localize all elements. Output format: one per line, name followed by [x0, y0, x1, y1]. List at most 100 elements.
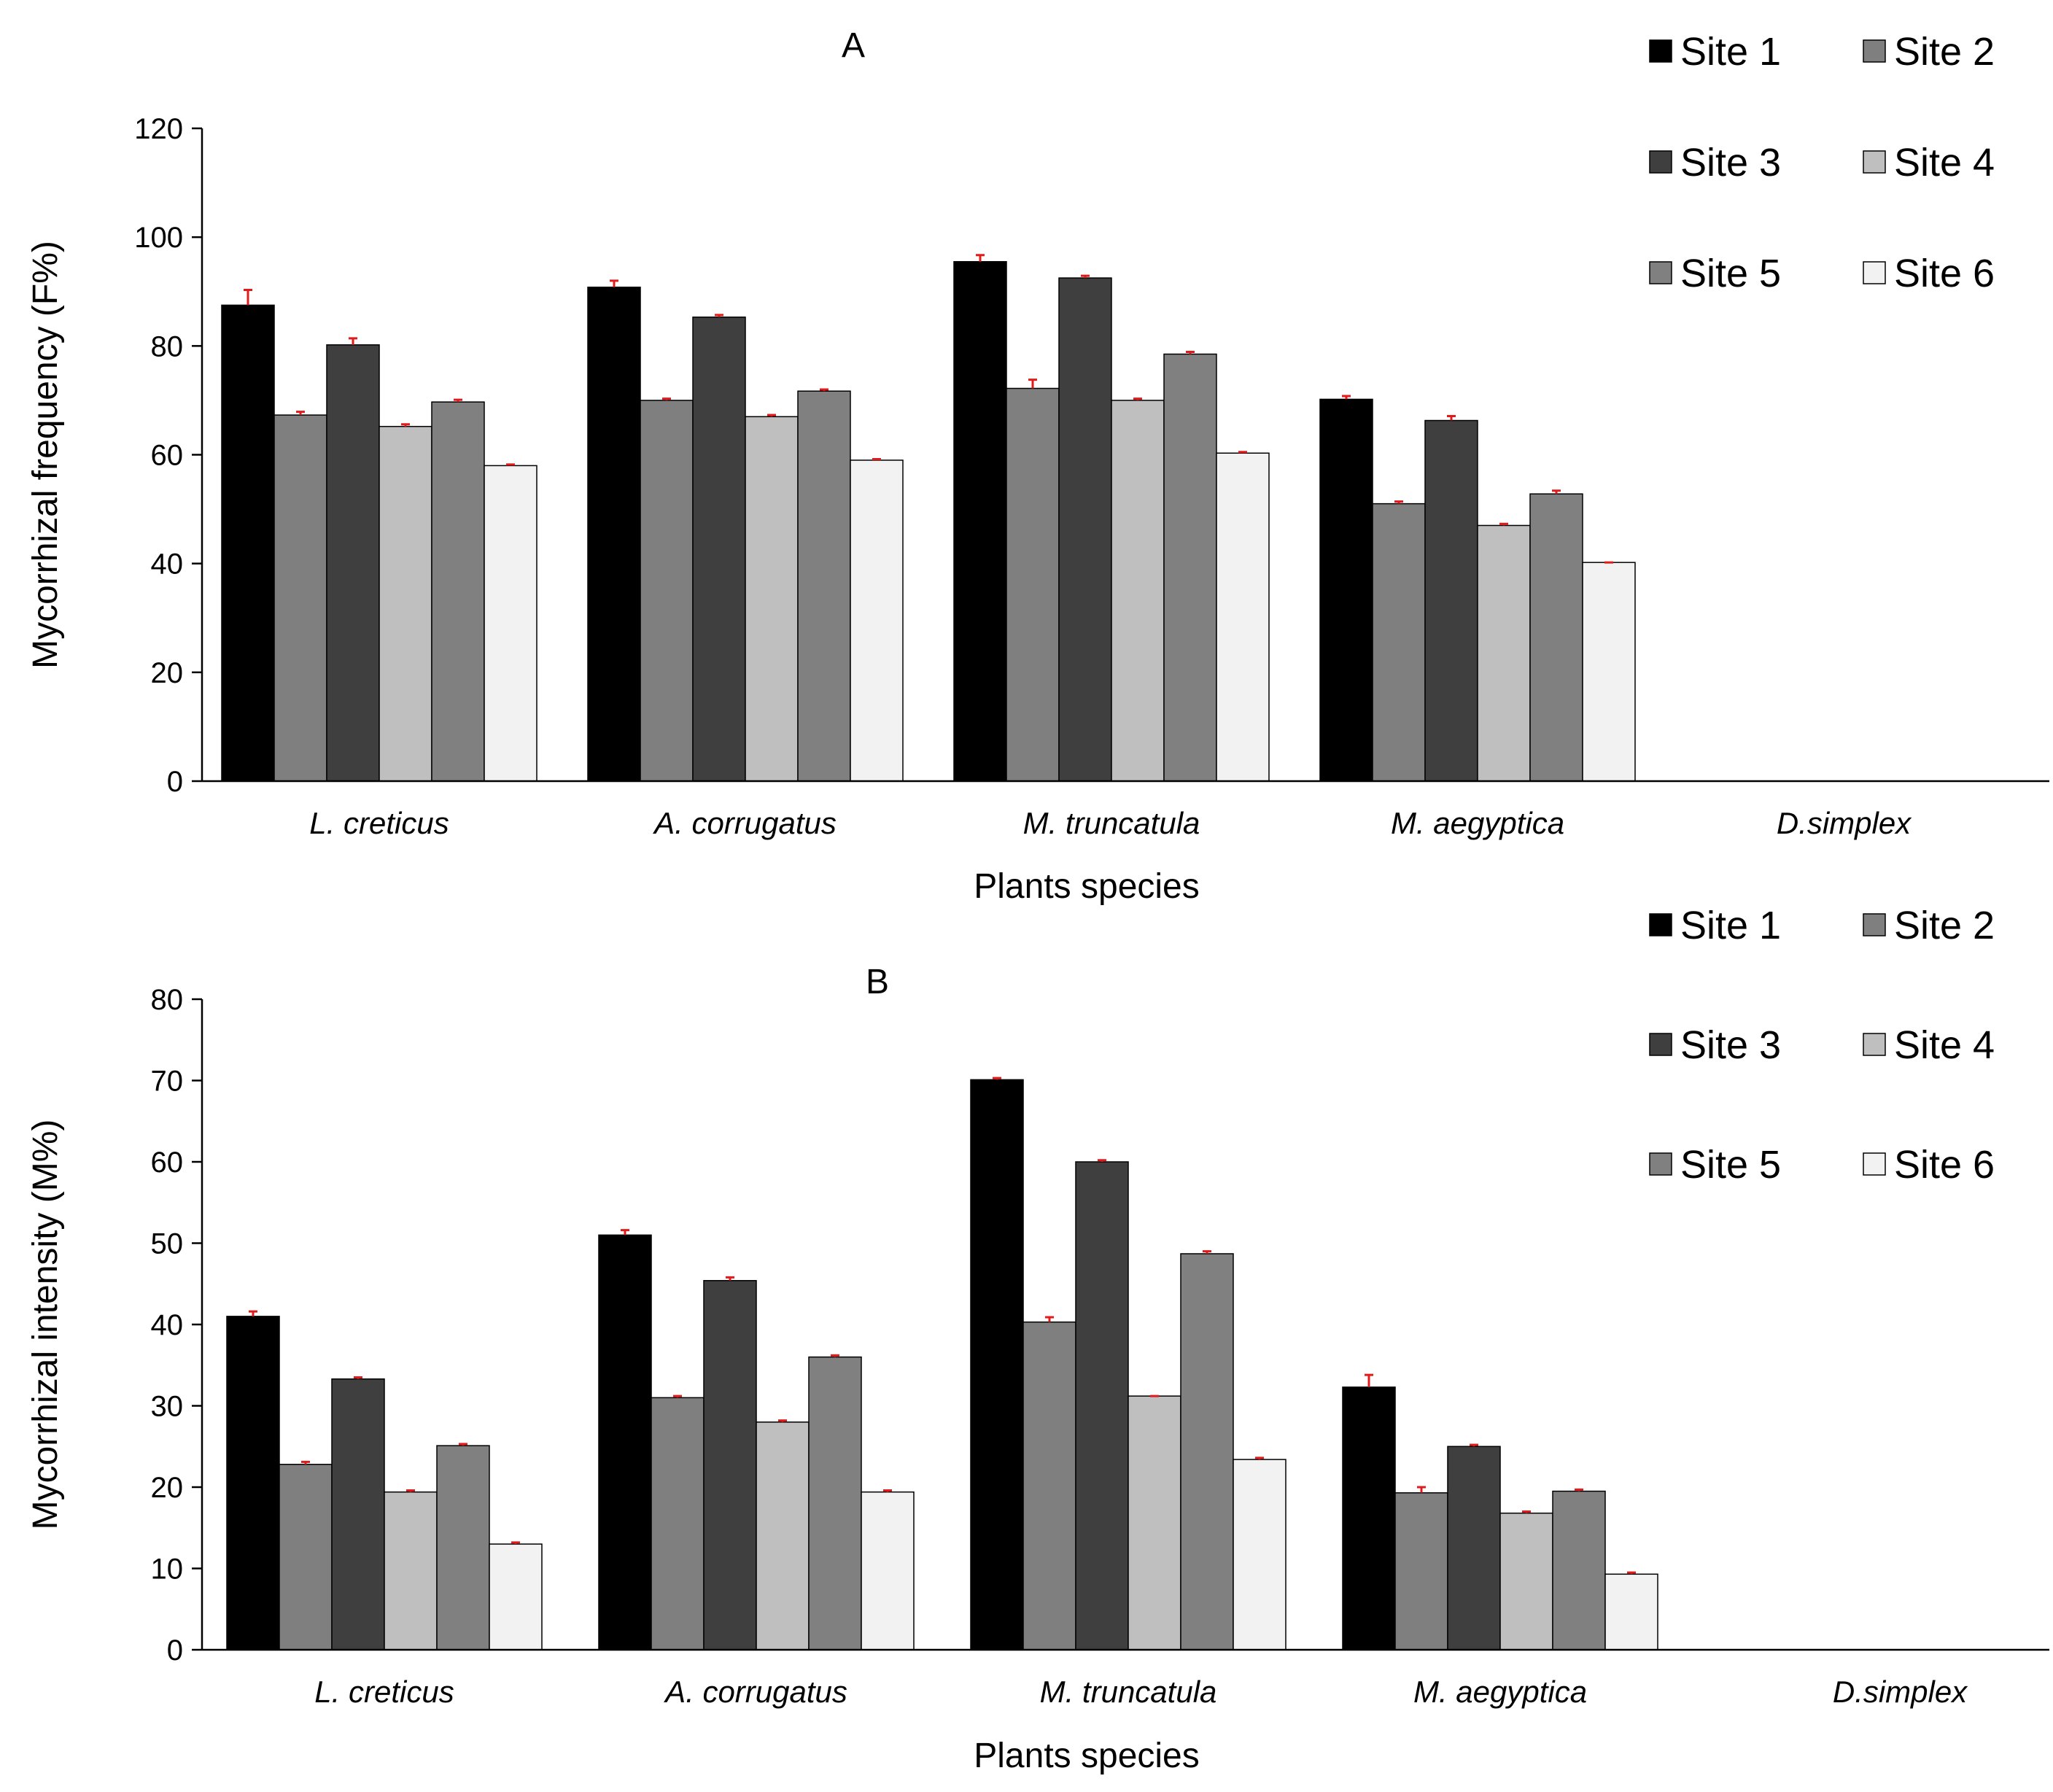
- chart-b-category-label: L. creticus: [314, 1675, 454, 1709]
- chart-a-legend-label-site-5: Site 5: [1680, 252, 1781, 295]
- chart-a-bar-site-2-m-aegyptica: [1372, 503, 1426, 782]
- chart-a-bar-site-4-m-truncatula: [1111, 400, 1165, 782]
- chart-b-error-bar-site-4-a-corrugatus: [778, 1419, 787, 1422]
- chart-a-y-tick-label: 40: [151, 548, 184, 581]
- chart-a-bar-site-3-m-aegyptica: [1424, 419, 1478, 782]
- chart-b-legend-swatch-site-2: [1863, 913, 1886, 936]
- chart-a-bar-site-2-a-corrugatus: [640, 400, 694, 782]
- chart-a-legend-swatch-site-1: [1649, 39, 1672, 63]
- chart-a-legend-swatch-site-6: [1863, 261, 1886, 284]
- chart-b-legend-swatch-site-1: [1649, 913, 1672, 936]
- chart-a-legend-label-site-2: Site 2: [1894, 30, 1995, 74]
- chart-b-error-bar-site-3-m-truncatula: [1098, 1159, 1106, 1162]
- chart-a-bar-site-2-m-truncatula: [1006, 387, 1060, 782]
- chart-a-error-bar-site-4-m-aegyptica: [1499, 522, 1508, 526]
- chart-a-legend-swatch-site-3: [1649, 150, 1672, 174]
- chart-b-error-bar-site-5-a-corrugatus: [831, 1354, 839, 1357]
- chart-b-bar-site-2-l-creticus: [279, 1464, 333, 1651]
- chart-b-y-tick-label: 50: [151, 1228, 184, 1260]
- chart-b-legend-label-site-1: Site 1: [1680, 904, 1781, 947]
- chart-b-bar-site-3-m-aegyptica: [1447, 1446, 1501, 1651]
- chart-b-error-bar-site-6-a-corrugatus: [883, 1489, 892, 1492]
- chart-a-y-tick-label: 20: [151, 657, 184, 689]
- chart-b-bar-site-5-l-creticus: [436, 1445, 490, 1651]
- chart-a-bar-site-6-m-truncatula: [1216, 452, 1270, 782]
- chart-b-legend-label-site-4: Site 4: [1894, 1023, 1995, 1067]
- chart-a-legend-label-site-4: Site 4: [1894, 141, 1995, 185]
- chart-b-error-bar-site-3-a-corrugatus: [726, 1276, 734, 1281]
- chart-a-error-bar-site-3-m-aegyptica: [1447, 415, 1456, 421]
- chart-a-error-bar-site-1-m-aegyptica: [1342, 395, 1351, 400]
- chart-b: B Mycorrhizal intensity (M%) Plants specie…: [26, 904, 2049, 1775]
- chart-a-bar-site-1-m-aegyptica: [1319, 398, 1373, 782]
- chart-b-bar-site-2-m-truncatula: [1022, 1321, 1076, 1651]
- chart-a-bar-site-4-m-aegyptica: [1477, 524, 1531, 782]
- chart-b-error-bar-site-5-l-creticus: [459, 1443, 467, 1446]
- chart-b-bar-site-6-m-truncatula: [1233, 1459, 1286, 1651]
- chart-a-y-tick-label: 80: [151, 330, 184, 362]
- chart-a-error-bar-site-5-a-corrugatus: [820, 388, 828, 392]
- chart-a-error-bar-site-3-l-creticus: [349, 337, 357, 345]
- chart-a-error-bar-site-4-m-truncatula: [1133, 397, 1142, 400]
- chart-b-category-label: M. aegyptica: [1413, 1675, 1587, 1709]
- chart-a-bar-site-2-l-creticus: [273, 414, 327, 782]
- chart-a-title: A: [842, 26, 865, 65]
- chart-a-legend-label-site-6: Site 6: [1894, 252, 1995, 295]
- chart-a-bar-site-3-l-creticus: [326, 344, 380, 782]
- chart-b-bar-site-5-m-aegyptica: [1552, 1490, 1606, 1651]
- chart-b-error-bar-site-1-m-aegyptica: [1365, 1373, 1373, 1387]
- chart-a-legend: Site 1 Site 2 Site 3 Site 4 Site 5 Site 6: [1649, 30, 1995, 295]
- chart-a-bar-site-5-m-truncatula: [1163, 353, 1217, 782]
- chart-b-bar-site-3-m-truncatula: [1075, 1161, 1129, 1651]
- chart-b-error-bar-site-5-m-truncatula: [1203, 1250, 1211, 1254]
- chart-b-legend-label-site-5: Site 5: [1680, 1143, 1781, 1187]
- chart-b-error-bar-site-1-a-corrugatus: [621, 1229, 629, 1236]
- chart-a-bar-site-6-a-corrugatus: [850, 459, 904, 782]
- chart-a-error-bar-site-2-m-truncatula: [1028, 379, 1037, 389]
- chart-a-category-label: L. creticus: [309, 806, 449, 840]
- chart-a-bar-site-5-m-aegyptica: [1529, 493, 1583, 782]
- chart-b-legend-label-site-2: Site 2: [1894, 904, 1995, 947]
- chart-a-bar-site-4-a-corrugatus: [745, 416, 799, 782]
- chart-a-error-bar-site-1-a-corrugatus: [610, 279, 618, 287]
- chart-a-error-bar-site-4-l-creticus: [401, 423, 410, 427]
- chart-b-error-bar-site-4-m-aegyptica: [1522, 1510, 1531, 1513]
- chart-a-legend-swatch-site-5: [1649, 261, 1672, 284]
- chart-a-bar-site-1-m-truncatula: [953, 260, 1007, 782]
- chart-b-y-tick-label: 20: [151, 1472, 184, 1504]
- chart-b-title: B: [866, 963, 889, 1001]
- chart-a-error-bar-site-1-l-creticus: [244, 289, 252, 306]
- chart-b-legend-swatch-site-4: [1863, 1033, 1886, 1056]
- chart-b-bar-site-2-m-aegyptica: [1394, 1492, 1448, 1651]
- chart-a-y-tick-label: 120: [134, 113, 183, 145]
- chart-b-category-label: A. corrugatus: [663, 1675, 847, 1709]
- chart-b-x-axis-title: Plants species: [974, 1737, 1200, 1775]
- chart-a-bar-site-5-a-corrugatus: [797, 390, 851, 782]
- chart-b-error-bar-site-6-m-truncatula: [1255, 1457, 1264, 1460]
- chart-b-bar-site-1-m-truncatula: [970, 1079, 1024, 1651]
- chart-a-y-tick-label: 60: [151, 440, 184, 472]
- chart-b-legend: Site 1 Site 2 Site 3 Site 4 Site 5 Site 6: [1649, 904, 1995, 1187]
- chart-a-error-bar-site-2-a-corrugatus: [662, 397, 671, 400]
- chart-b-legend-swatch-site-6: [1863, 1152, 1886, 1176]
- chart-b-error-bar-site-5-m-aegyptica: [1575, 1488, 1583, 1492]
- chart-b-error-bar-site-6-l-creticus: [511, 1541, 520, 1545]
- chart-b-error-bar-site-1-m-truncatula: [993, 1077, 1001, 1080]
- chart-a-error-bar-site-2-m-aegyptica: [1394, 500, 1403, 504]
- chart-b-bar-site-5-m-truncatula: [1180, 1253, 1234, 1651]
- chart-a-category-label: D.simplex: [1777, 806, 1912, 840]
- chart-a-error-bar-site-3-m-truncatula: [1081, 274, 1090, 279]
- chart-b-bar-site-6-l-creticus: [489, 1543, 543, 1651]
- chart-b-category-label: M. truncatula: [1040, 1675, 1217, 1709]
- chart-a-error-bar-site-3-a-corrugatus: [715, 314, 723, 317]
- chart-a-error-bar-site-5-m-truncatula: [1186, 351, 1195, 354]
- chart-a-y-tick-label: 100: [134, 222, 183, 254]
- chart-a-bar-site-3-m-truncatula: [1058, 277, 1112, 782]
- chart-b-y-axis-title: Mycorrhizal intensity (M%): [26, 1120, 65, 1530]
- chart-b-bar-site-4-m-aegyptica: [1499, 1512, 1553, 1651]
- chart-a-bar-site-3-a-corrugatus: [692, 317, 746, 782]
- chart-a-bar-site-1-a-corrugatus: [587, 287, 641, 782]
- chart-a-x-axis-title: Plants species: [974, 867, 1200, 906]
- chart-b-bar-site-4-a-corrugatus: [756, 1421, 810, 1651]
